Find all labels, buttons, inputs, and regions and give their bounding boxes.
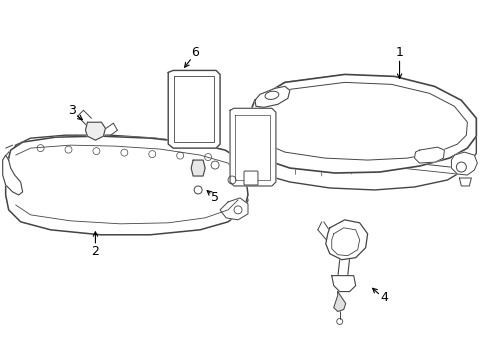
Polygon shape — [332, 276, 356, 292]
Text: 3: 3 — [69, 104, 76, 117]
Polygon shape — [6, 136, 248, 235]
Polygon shape — [415, 147, 444, 163]
Polygon shape — [255, 86, 290, 107]
Polygon shape — [220, 198, 248, 220]
Polygon shape — [460, 178, 471, 186]
Polygon shape — [191, 160, 205, 176]
Polygon shape — [85, 122, 105, 140]
Text: 6: 6 — [191, 46, 199, 59]
Polygon shape — [451, 152, 477, 175]
Text: 4: 4 — [381, 291, 389, 304]
Polygon shape — [334, 292, 346, 311]
Polygon shape — [326, 220, 368, 260]
Polygon shape — [332, 228, 360, 256]
Polygon shape — [248, 100, 476, 190]
Text: 2: 2 — [92, 245, 99, 258]
Polygon shape — [2, 155, 23, 195]
Polygon shape — [9, 135, 242, 170]
Polygon shape — [168, 71, 220, 148]
Polygon shape — [248, 75, 476, 173]
Polygon shape — [230, 108, 276, 186]
Polygon shape — [252, 75, 474, 145]
Text: 5: 5 — [211, 192, 219, 204]
FancyBboxPatch shape — [244, 171, 258, 185]
Polygon shape — [6, 158, 248, 232]
Text: 1: 1 — [395, 46, 403, 59]
